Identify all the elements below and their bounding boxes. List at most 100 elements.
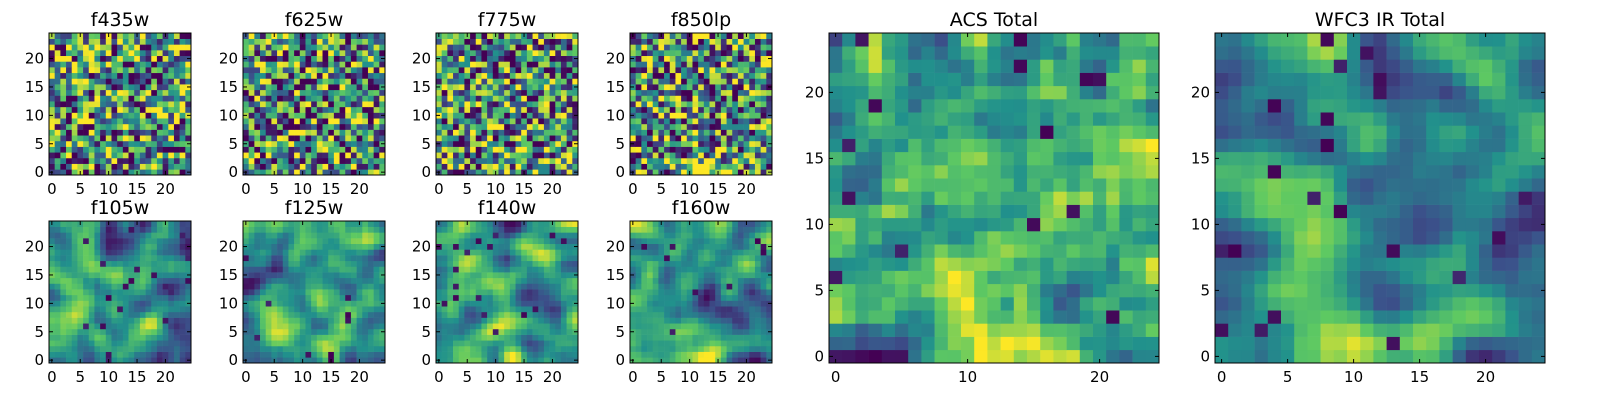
panel-title: f850lp bbox=[671, 9, 731, 31]
heatmap-cell bbox=[703, 345, 710, 352]
heatmap-cell bbox=[88, 89, 95, 96]
heatmap-cell bbox=[299, 283, 306, 290]
heatmap-cell bbox=[743, 283, 750, 290]
heatmap-cell bbox=[88, 106, 95, 113]
heatmap-cell bbox=[185, 129, 192, 136]
heatmap-cell bbox=[458, 169, 465, 176]
heatmap-cell bbox=[681, 357, 688, 364]
heatmap-cell bbox=[635, 146, 642, 153]
heatmap-cell bbox=[282, 328, 289, 335]
heatmap-cell bbox=[299, 294, 306, 301]
x-tick-label: 20 bbox=[350, 368, 369, 386]
heatmap-cell bbox=[532, 135, 539, 142]
heatmap-cell bbox=[737, 345, 744, 352]
heatmap-cell bbox=[356, 78, 363, 85]
heatmap-cell bbox=[367, 232, 374, 239]
heatmap-cell bbox=[487, 33, 494, 39]
heatmap-cell bbox=[441, 260, 448, 267]
heatmap-cell bbox=[54, 106, 61, 113]
heatmap-cell bbox=[294, 129, 301, 136]
heatmap-cell bbox=[532, 38, 539, 45]
heatmap-cell bbox=[504, 249, 511, 256]
heatmap-cell bbox=[179, 50, 186, 57]
heatmap-cell bbox=[720, 118, 727, 125]
heatmap-cell bbox=[328, 317, 335, 324]
heatmap-cell bbox=[173, 123, 180, 130]
heatmap-cell bbox=[743, 289, 750, 296]
heatmap-cell bbox=[373, 232, 380, 239]
y-tick-label: 5 bbox=[615, 135, 625, 153]
heatmap-cell bbox=[658, 89, 665, 96]
heatmap-cell bbox=[305, 50, 312, 57]
heatmap-cell bbox=[282, 283, 289, 290]
heatmap-cell bbox=[162, 323, 169, 330]
heatmap-cell bbox=[288, 317, 295, 324]
heatmap-cell bbox=[311, 152, 318, 159]
heatmap-cell bbox=[139, 323, 146, 330]
heatmap-cell bbox=[60, 317, 67, 324]
heatmap-cell bbox=[305, 249, 312, 256]
heatmap-cell bbox=[362, 266, 369, 273]
heatmap-cell bbox=[105, 101, 112, 108]
heatmap-cell bbox=[732, 300, 739, 307]
heatmap-cell bbox=[560, 112, 567, 119]
heatmap-cell bbox=[367, 123, 374, 130]
heatmap-cell bbox=[54, 249, 61, 256]
heatmap-cell bbox=[453, 163, 460, 170]
heatmap-cell bbox=[60, 277, 67, 284]
heatmap-cell bbox=[105, 140, 112, 147]
heatmap-cell bbox=[630, 146, 636, 153]
heatmap-cell bbox=[652, 118, 659, 125]
heatmap-cell bbox=[464, 345, 471, 352]
heatmap-cell bbox=[749, 84, 756, 91]
heatmap-cell bbox=[168, 157, 175, 164]
heatmap-cell bbox=[162, 55, 169, 62]
heatmap-cell bbox=[305, 106, 312, 113]
heatmap-cell bbox=[316, 294, 323, 301]
heatmap-cell bbox=[732, 118, 739, 125]
heatmap-cell bbox=[458, 357, 465, 364]
heatmap-cell bbox=[521, 72, 528, 79]
heatmap-cell bbox=[373, 67, 380, 74]
heatmap-cell bbox=[322, 44, 329, 51]
heatmap-cell bbox=[641, 277, 648, 284]
heatmap-cell bbox=[299, 260, 306, 267]
heatmap-cell bbox=[526, 118, 533, 125]
heatmap-cell bbox=[492, 78, 499, 85]
heatmap-cell bbox=[766, 163, 773, 170]
heatmap-cell bbox=[339, 340, 346, 347]
heatmap-cell bbox=[737, 38, 744, 45]
heatmap-cell bbox=[555, 255, 562, 262]
heatmap-cell bbox=[54, 118, 61, 125]
heatmap-cell bbox=[766, 89, 773, 96]
heatmap-cell bbox=[328, 55, 335, 62]
heatmap-cell bbox=[162, 226, 169, 233]
heatmap-cell bbox=[94, 289, 101, 296]
heatmap-cell bbox=[139, 255, 146, 262]
heatmap-cell bbox=[521, 328, 528, 335]
heatmap-cell bbox=[515, 118, 522, 125]
heatmap-cell bbox=[538, 300, 545, 307]
heatmap-cell bbox=[526, 306, 533, 313]
heatmap-cell bbox=[652, 72, 659, 79]
heatmap-cell bbox=[566, 311, 573, 318]
heatmap-cell bbox=[322, 260, 329, 267]
x-tick-label: 20 bbox=[543, 368, 562, 386]
heatmap-cell bbox=[128, 61, 135, 68]
heatmap-cell bbox=[305, 221, 312, 227]
heatmap-cell bbox=[128, 283, 135, 290]
heatmap-cell bbox=[743, 146, 750, 153]
heatmap-cell bbox=[60, 260, 67, 267]
heatmap-cell bbox=[168, 351, 175, 358]
heatmap-cell bbox=[151, 84, 158, 91]
heatmap-cell bbox=[88, 311, 95, 318]
heatmap-cell bbox=[720, 334, 727, 341]
heatmap-cell bbox=[526, 44, 533, 51]
heatmap-cell bbox=[168, 255, 175, 262]
heatmap-cell bbox=[652, 345, 659, 352]
heatmap-cell bbox=[49, 61, 55, 68]
heatmap-cell bbox=[248, 311, 255, 318]
heatmap-cell bbox=[737, 323, 744, 330]
heatmap-cells bbox=[630, 221, 773, 364]
heatmap-cell bbox=[526, 221, 533, 227]
